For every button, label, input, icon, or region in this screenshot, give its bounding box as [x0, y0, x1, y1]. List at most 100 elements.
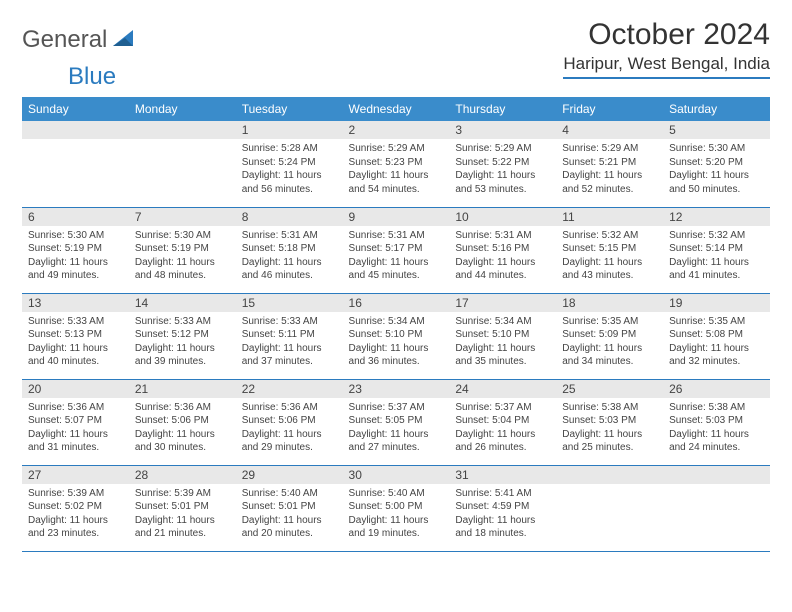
cell-details: Sunrise: 5:30 AMSunset: 5:19 PMDaylight:… — [129, 226, 236, 287]
calendar-cell — [663, 465, 770, 551]
day-number — [129, 121, 236, 139]
day-number: 7 — [129, 208, 236, 226]
day-number: 15 — [236, 294, 343, 312]
calendar-cell: 27Sunrise: 5:39 AMSunset: 5:02 PMDayligh… — [22, 465, 129, 551]
cell-details: Sunrise: 5:33 AMSunset: 5:11 PMDaylight:… — [236, 312, 343, 373]
calendar-cell: 1Sunrise: 5:28 AMSunset: 5:24 PMDaylight… — [236, 121, 343, 207]
calendar-cell: 10Sunrise: 5:31 AMSunset: 5:16 PMDayligh… — [449, 207, 556, 293]
calendar-cell: 8Sunrise: 5:31 AMSunset: 5:18 PMDaylight… — [236, 207, 343, 293]
cell-details: Sunrise: 5:29 AMSunset: 5:21 PMDaylight:… — [556, 139, 663, 200]
cell-details: Sunrise: 5:28 AMSunset: 5:24 PMDaylight:… — [236, 139, 343, 200]
calendar-cell: 12Sunrise: 5:32 AMSunset: 5:14 PMDayligh… — [663, 207, 770, 293]
day-header: Wednesday — [343, 97, 450, 121]
cell-details: Sunrise: 5:39 AMSunset: 5:01 PMDaylight:… — [129, 484, 236, 545]
day-header: Thursday — [449, 97, 556, 121]
day-number — [556, 466, 663, 484]
cell-details: Sunrise: 5:30 AMSunset: 5:19 PMDaylight:… — [22, 226, 129, 287]
day-number: 20 — [22, 380, 129, 398]
day-number — [22, 121, 129, 139]
calendar-cell: 11Sunrise: 5:32 AMSunset: 5:15 PMDayligh… — [556, 207, 663, 293]
cell-details: Sunrise: 5:30 AMSunset: 5:20 PMDaylight:… — [663, 139, 770, 200]
calendar-cell: 13Sunrise: 5:33 AMSunset: 5:13 PMDayligh… — [22, 293, 129, 379]
day-header: Friday — [556, 97, 663, 121]
logo-text-gray: General — [22, 26, 107, 54]
day-number: 12 — [663, 208, 770, 226]
day-number: 28 — [129, 466, 236, 484]
calendar-cell — [556, 465, 663, 551]
cell-details: Sunrise: 5:32 AMSunset: 5:15 PMDaylight:… — [556, 226, 663, 287]
cell-details: Sunrise: 5:40 AMSunset: 5:00 PMDaylight:… — [343, 484, 450, 545]
calendar-cell: 15Sunrise: 5:33 AMSunset: 5:11 PMDayligh… — [236, 293, 343, 379]
cell-details: Sunrise: 5:36 AMSunset: 5:07 PMDaylight:… — [22, 398, 129, 459]
calendar-cell: 17Sunrise: 5:34 AMSunset: 5:10 PMDayligh… — [449, 293, 556, 379]
day-number: 5 — [663, 121, 770, 139]
calendar-cell: 3Sunrise: 5:29 AMSunset: 5:22 PMDaylight… — [449, 121, 556, 207]
day-number: 23 — [343, 380, 450, 398]
calendar-cell: 31Sunrise: 5:41 AMSunset: 4:59 PMDayligh… — [449, 465, 556, 551]
calendar-cell: 9Sunrise: 5:31 AMSunset: 5:17 PMDaylight… — [343, 207, 450, 293]
cell-details: Sunrise: 5:33 AMSunset: 5:13 PMDaylight:… — [22, 312, 129, 373]
calendar-cell: 5Sunrise: 5:30 AMSunset: 5:20 PMDaylight… — [663, 121, 770, 207]
day-number: 3 — [449, 121, 556, 139]
cell-details: Sunrise: 5:36 AMSunset: 5:06 PMDaylight:… — [236, 398, 343, 459]
cell-details: Sunrise: 5:31 AMSunset: 5:16 PMDaylight:… — [449, 226, 556, 287]
calendar-table: SundayMondayTuesdayWednesdayThursdayFrid… — [22, 97, 770, 552]
logo: General — [22, 26, 137, 54]
cell-details: Sunrise: 5:32 AMSunset: 5:14 PMDaylight:… — [663, 226, 770, 287]
cell-details: Sunrise: 5:37 AMSunset: 5:04 PMDaylight:… — [449, 398, 556, 459]
day-number: 2 — [343, 121, 450, 139]
calendar-cell: 18Sunrise: 5:35 AMSunset: 5:09 PMDayligh… — [556, 293, 663, 379]
cell-details: Sunrise: 5:34 AMSunset: 5:10 PMDaylight:… — [343, 312, 450, 373]
cell-details: Sunrise: 5:38 AMSunset: 5:03 PMDaylight:… — [556, 398, 663, 459]
cell-details: Sunrise: 5:38 AMSunset: 5:03 PMDaylight:… — [663, 398, 770, 459]
calendar-cell: 16Sunrise: 5:34 AMSunset: 5:10 PMDayligh… — [343, 293, 450, 379]
calendar-cell: 20Sunrise: 5:36 AMSunset: 5:07 PMDayligh… — [22, 379, 129, 465]
calendar-week-row: 13Sunrise: 5:33 AMSunset: 5:13 PMDayligh… — [22, 293, 770, 379]
calendar-cell: 7Sunrise: 5:30 AMSunset: 5:19 PMDaylight… — [129, 207, 236, 293]
calendar-week-row: 1Sunrise: 5:28 AMSunset: 5:24 PMDaylight… — [22, 121, 770, 207]
calendar-week-row: 20Sunrise: 5:36 AMSunset: 5:07 PMDayligh… — [22, 379, 770, 465]
calendar-body: 1Sunrise: 5:28 AMSunset: 5:24 PMDaylight… — [22, 121, 770, 551]
day-header: Tuesday — [236, 97, 343, 121]
day-number: 16 — [343, 294, 450, 312]
page-title: October 2024 — [563, 18, 770, 52]
calendar-cell: 28Sunrise: 5:39 AMSunset: 5:01 PMDayligh… — [129, 465, 236, 551]
day-header: Saturday — [663, 97, 770, 121]
day-number: 11 — [556, 208, 663, 226]
title-block: October 2024 Haripur, West Bengal, India — [563, 18, 770, 79]
calendar-cell: 23Sunrise: 5:37 AMSunset: 5:05 PMDayligh… — [343, 379, 450, 465]
day-number: 4 — [556, 121, 663, 139]
logo-text-blue: Blue — [68, 63, 116, 91]
day-number: 24 — [449, 380, 556, 398]
day-number — [663, 466, 770, 484]
day-number: 22 — [236, 380, 343, 398]
cell-details: Sunrise: 5:31 AMSunset: 5:17 PMDaylight:… — [343, 226, 450, 287]
calendar-week-row: 6Sunrise: 5:30 AMSunset: 5:19 PMDaylight… — [22, 207, 770, 293]
day-number: 31 — [449, 466, 556, 484]
calendar-cell: 19Sunrise: 5:35 AMSunset: 5:08 PMDayligh… — [663, 293, 770, 379]
calendar-cell: 22Sunrise: 5:36 AMSunset: 5:06 PMDayligh… — [236, 379, 343, 465]
day-number: 27 — [22, 466, 129, 484]
day-number: 8 — [236, 208, 343, 226]
cell-details: Sunrise: 5:34 AMSunset: 5:10 PMDaylight:… — [449, 312, 556, 373]
calendar-cell: 6Sunrise: 5:30 AMSunset: 5:19 PMDaylight… — [22, 207, 129, 293]
calendar-cell: 25Sunrise: 5:38 AMSunset: 5:03 PMDayligh… — [556, 379, 663, 465]
day-number: 14 — [129, 294, 236, 312]
calendar-week-row: 27Sunrise: 5:39 AMSunset: 5:02 PMDayligh… — [22, 465, 770, 551]
cell-details: Sunrise: 5:29 AMSunset: 5:23 PMDaylight:… — [343, 139, 450, 200]
calendar-cell: 30Sunrise: 5:40 AMSunset: 5:00 PMDayligh… — [343, 465, 450, 551]
day-number: 13 — [22, 294, 129, 312]
day-number: 21 — [129, 380, 236, 398]
day-header: Sunday — [22, 97, 129, 121]
calendar-cell: 24Sunrise: 5:37 AMSunset: 5:04 PMDayligh… — [449, 379, 556, 465]
day-number: 1 — [236, 121, 343, 139]
day-number: 9 — [343, 208, 450, 226]
calendar-cell: 26Sunrise: 5:38 AMSunset: 5:03 PMDayligh… — [663, 379, 770, 465]
cell-details: Sunrise: 5:40 AMSunset: 5:01 PMDaylight:… — [236, 484, 343, 545]
day-number: 17 — [449, 294, 556, 312]
logo-sail-icon — [111, 28, 135, 53]
cell-details: Sunrise: 5:41 AMSunset: 4:59 PMDaylight:… — [449, 484, 556, 545]
day-number: 19 — [663, 294, 770, 312]
day-header: Monday — [129, 97, 236, 121]
cell-details: Sunrise: 5:35 AMSunset: 5:08 PMDaylight:… — [663, 312, 770, 373]
